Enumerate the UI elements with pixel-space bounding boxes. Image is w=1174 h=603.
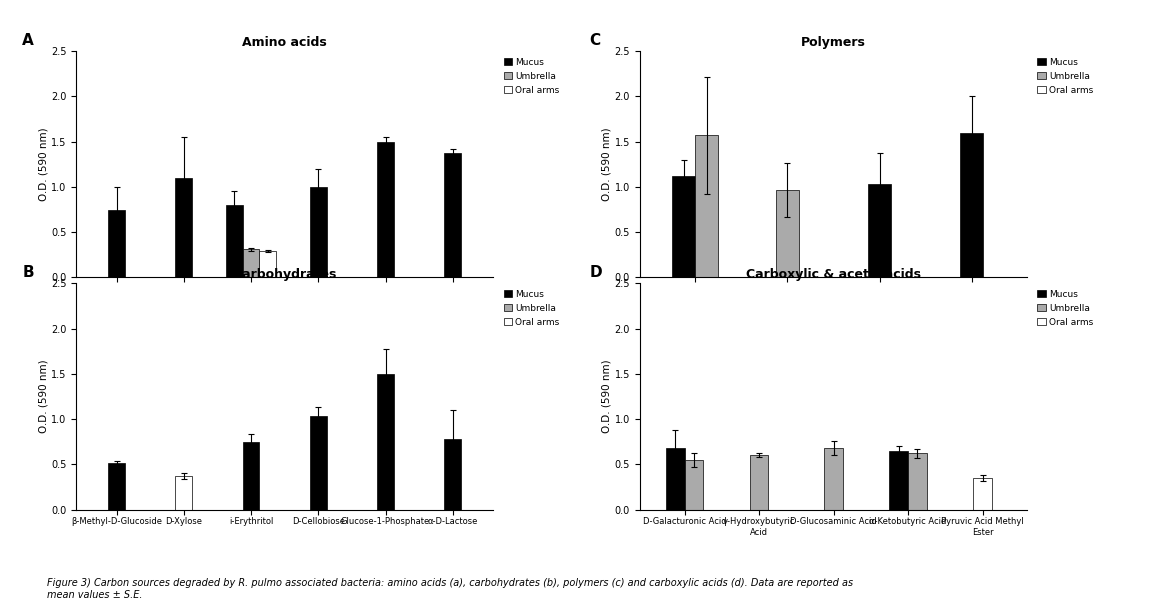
- Bar: [890, 450, 908, 510]
- Bar: [243, 250, 259, 277]
- Bar: [108, 463, 126, 510]
- Bar: [175, 178, 193, 277]
- Bar: [776, 189, 799, 277]
- Bar: [377, 142, 394, 277]
- Bar: [377, 374, 394, 510]
- Bar: [908, 453, 926, 510]
- Bar: [973, 478, 992, 510]
- Bar: [243, 441, 259, 510]
- Legend: Mucus, Umbrella, Oral arms: Mucus, Umbrella, Oral arms: [1035, 288, 1095, 329]
- Bar: [175, 476, 193, 510]
- Bar: [824, 448, 843, 510]
- Bar: [695, 135, 718, 277]
- Title: Polymers: Polymers: [801, 36, 866, 49]
- Text: D: D: [589, 265, 602, 280]
- Title: Carbohydrates: Carbohydrates: [232, 268, 337, 281]
- Legend: Mucus, Umbrella, Oral arms: Mucus, Umbrella, Oral arms: [501, 55, 561, 96]
- Title: Amino acids: Amino acids: [242, 36, 328, 49]
- Legend: Mucus, Umbrella, Oral arms: Mucus, Umbrella, Oral arms: [501, 288, 561, 329]
- Bar: [672, 176, 695, 277]
- Bar: [225, 205, 243, 277]
- Text: Figure 3) Carbon sources degraded by R. pulmo associated bacteria: amino acids (: Figure 3) Carbon sources degraded by R. …: [47, 578, 853, 600]
- Bar: [960, 133, 984, 277]
- Text: A: A: [22, 33, 34, 48]
- Bar: [310, 416, 326, 510]
- Bar: [310, 187, 326, 277]
- Bar: [684, 459, 703, 510]
- Bar: [444, 153, 461, 277]
- Y-axis label: O.D. (590 nm): O.D. (590 nm): [602, 359, 612, 434]
- Y-axis label: O.D. (590 nm): O.D. (590 nm): [39, 359, 48, 434]
- Bar: [666, 448, 684, 510]
- Legend: Mucus, Umbrella, Oral arms: Mucus, Umbrella, Oral arms: [1035, 55, 1095, 96]
- Bar: [868, 185, 891, 277]
- Y-axis label: O.D. (590 nm): O.D. (590 nm): [602, 127, 612, 201]
- Y-axis label: O.D. (590 nm): O.D. (590 nm): [39, 127, 48, 201]
- Bar: [108, 210, 126, 277]
- Bar: [259, 251, 276, 277]
- Title: Carboxylic & acetic acids: Carboxylic & acetic acids: [745, 268, 922, 281]
- Text: B: B: [22, 265, 34, 280]
- Text: C: C: [589, 33, 601, 48]
- Bar: [750, 455, 768, 510]
- Bar: [444, 439, 461, 510]
